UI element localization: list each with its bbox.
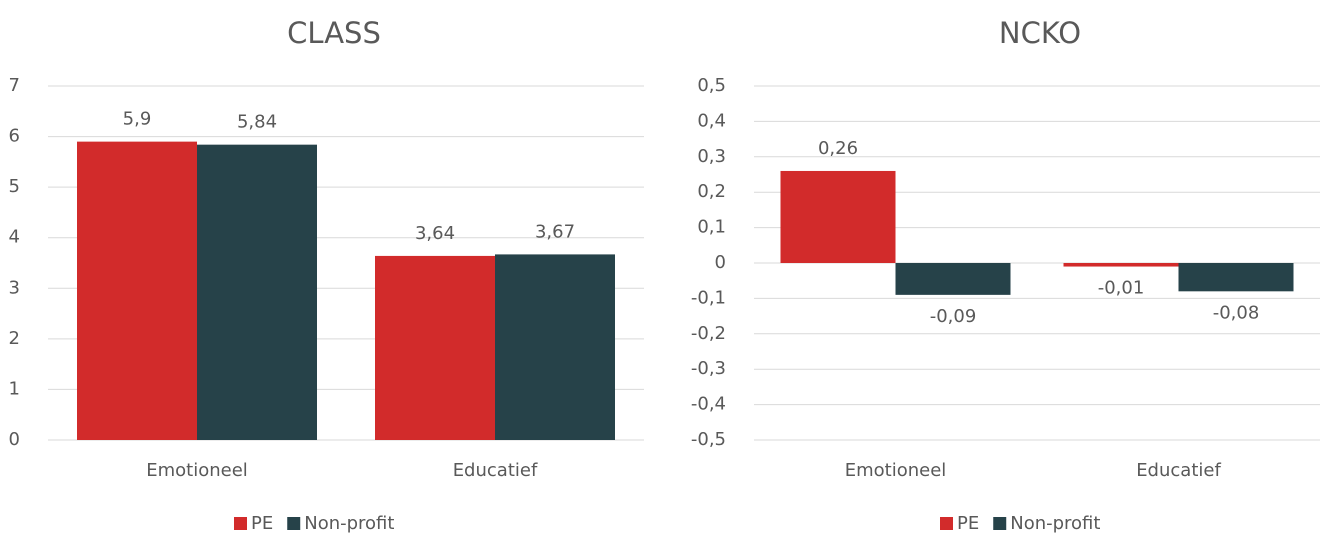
data-label: 5,9: [123, 109, 152, 130]
legend-swatch: [287, 517, 301, 530]
y-tick-label: 0: [9, 429, 20, 450]
y-tick-label: -0,5: [691, 429, 726, 450]
y-tick-label: -0,4: [691, 394, 726, 415]
x-tick-label: Educatief: [453, 460, 538, 481]
y-tick-label: 0: [715, 252, 726, 273]
y-tick-label: 0,4: [697, 110, 726, 131]
y-tick-label: 2: [9, 328, 20, 349]
data-label: 5,84: [237, 112, 277, 133]
y-tick-label: -0,3: [691, 358, 726, 379]
x-tick-label: Emotioneel: [146, 460, 248, 481]
bar: [1063, 263, 1179, 267]
legend-swatch: [940, 517, 953, 530]
y-tick-label: 0,3: [697, 146, 726, 167]
bar: [780, 170, 896, 263]
chart-title: NCKO: [999, 16, 1081, 50]
legend-swatch: [234, 517, 247, 530]
legend-label: Non-profit: [1010, 513, 1100, 534]
bar: [77, 141, 197, 440]
y-tick-label: 0,2: [697, 181, 726, 202]
x-tick-label: Emotioneel: [845, 460, 947, 481]
bar: [197, 144, 317, 441]
legend-label: Non-profit: [304, 513, 394, 534]
data-label: -0,09: [930, 306, 977, 327]
data-label: 3,64: [415, 223, 455, 244]
bar: [1178, 263, 1294, 292]
y-tick-label: 0,1: [697, 217, 726, 238]
legend-label: PE: [251, 513, 273, 534]
y-tick-label: -0,1: [691, 287, 726, 308]
bar: [895, 263, 1011, 295]
data-label: 3,67: [535, 221, 575, 242]
y-tick-label: -0,2: [691, 323, 726, 344]
y-tick-label: 0,5: [697, 75, 726, 96]
legend-swatch: [993, 517, 1007, 530]
data-label: -0,08: [1213, 302, 1260, 323]
bar: [375, 255, 495, 440]
chart-title: CLASS: [287, 16, 381, 50]
legend-label: PE: [957, 513, 979, 534]
data-label: -0,01: [1098, 278, 1145, 299]
y-tick-label: 5: [9, 176, 20, 197]
y-tick-label: 7: [9, 75, 20, 96]
x-tick-label: Educatief: [1136, 460, 1221, 481]
bar: [495, 254, 615, 440]
y-tick-label: 3: [9, 277, 20, 298]
y-tick-label: 4: [9, 227, 20, 248]
y-tick-label: 1: [9, 378, 20, 399]
y-tick-label: 6: [9, 126, 20, 147]
data-label: 0,26: [818, 138, 858, 159]
